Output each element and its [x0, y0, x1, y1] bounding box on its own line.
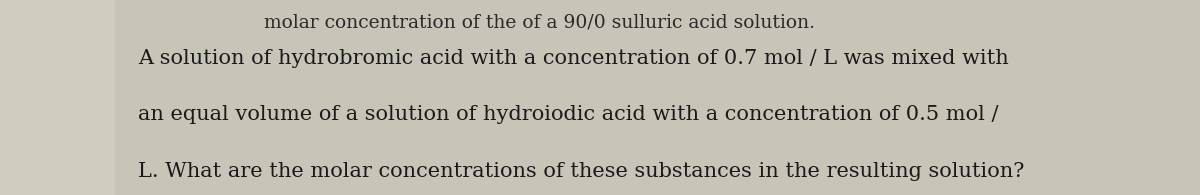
Text: A solution of hydrobromic acid with a concentration of 0.7 mol / L was mixed wit: A solution of hydrobromic acid with a co…	[138, 49, 1009, 68]
Text: molar concentration of the of a 90/0 sulluric acid solution.: molar concentration of the of a 90/0 sul…	[264, 14, 815, 32]
Bar	[0, 0, 114, 195]
Text: an equal volume of a solution of hydroiodic acid with a concentration of 0.5 mol: an equal volume of a solution of hydroio…	[138, 105, 998, 124]
Text: L. What are the molar concentrations of these substances in the resulting soluti: L. What are the molar concentrations of …	[138, 162, 1025, 181]
